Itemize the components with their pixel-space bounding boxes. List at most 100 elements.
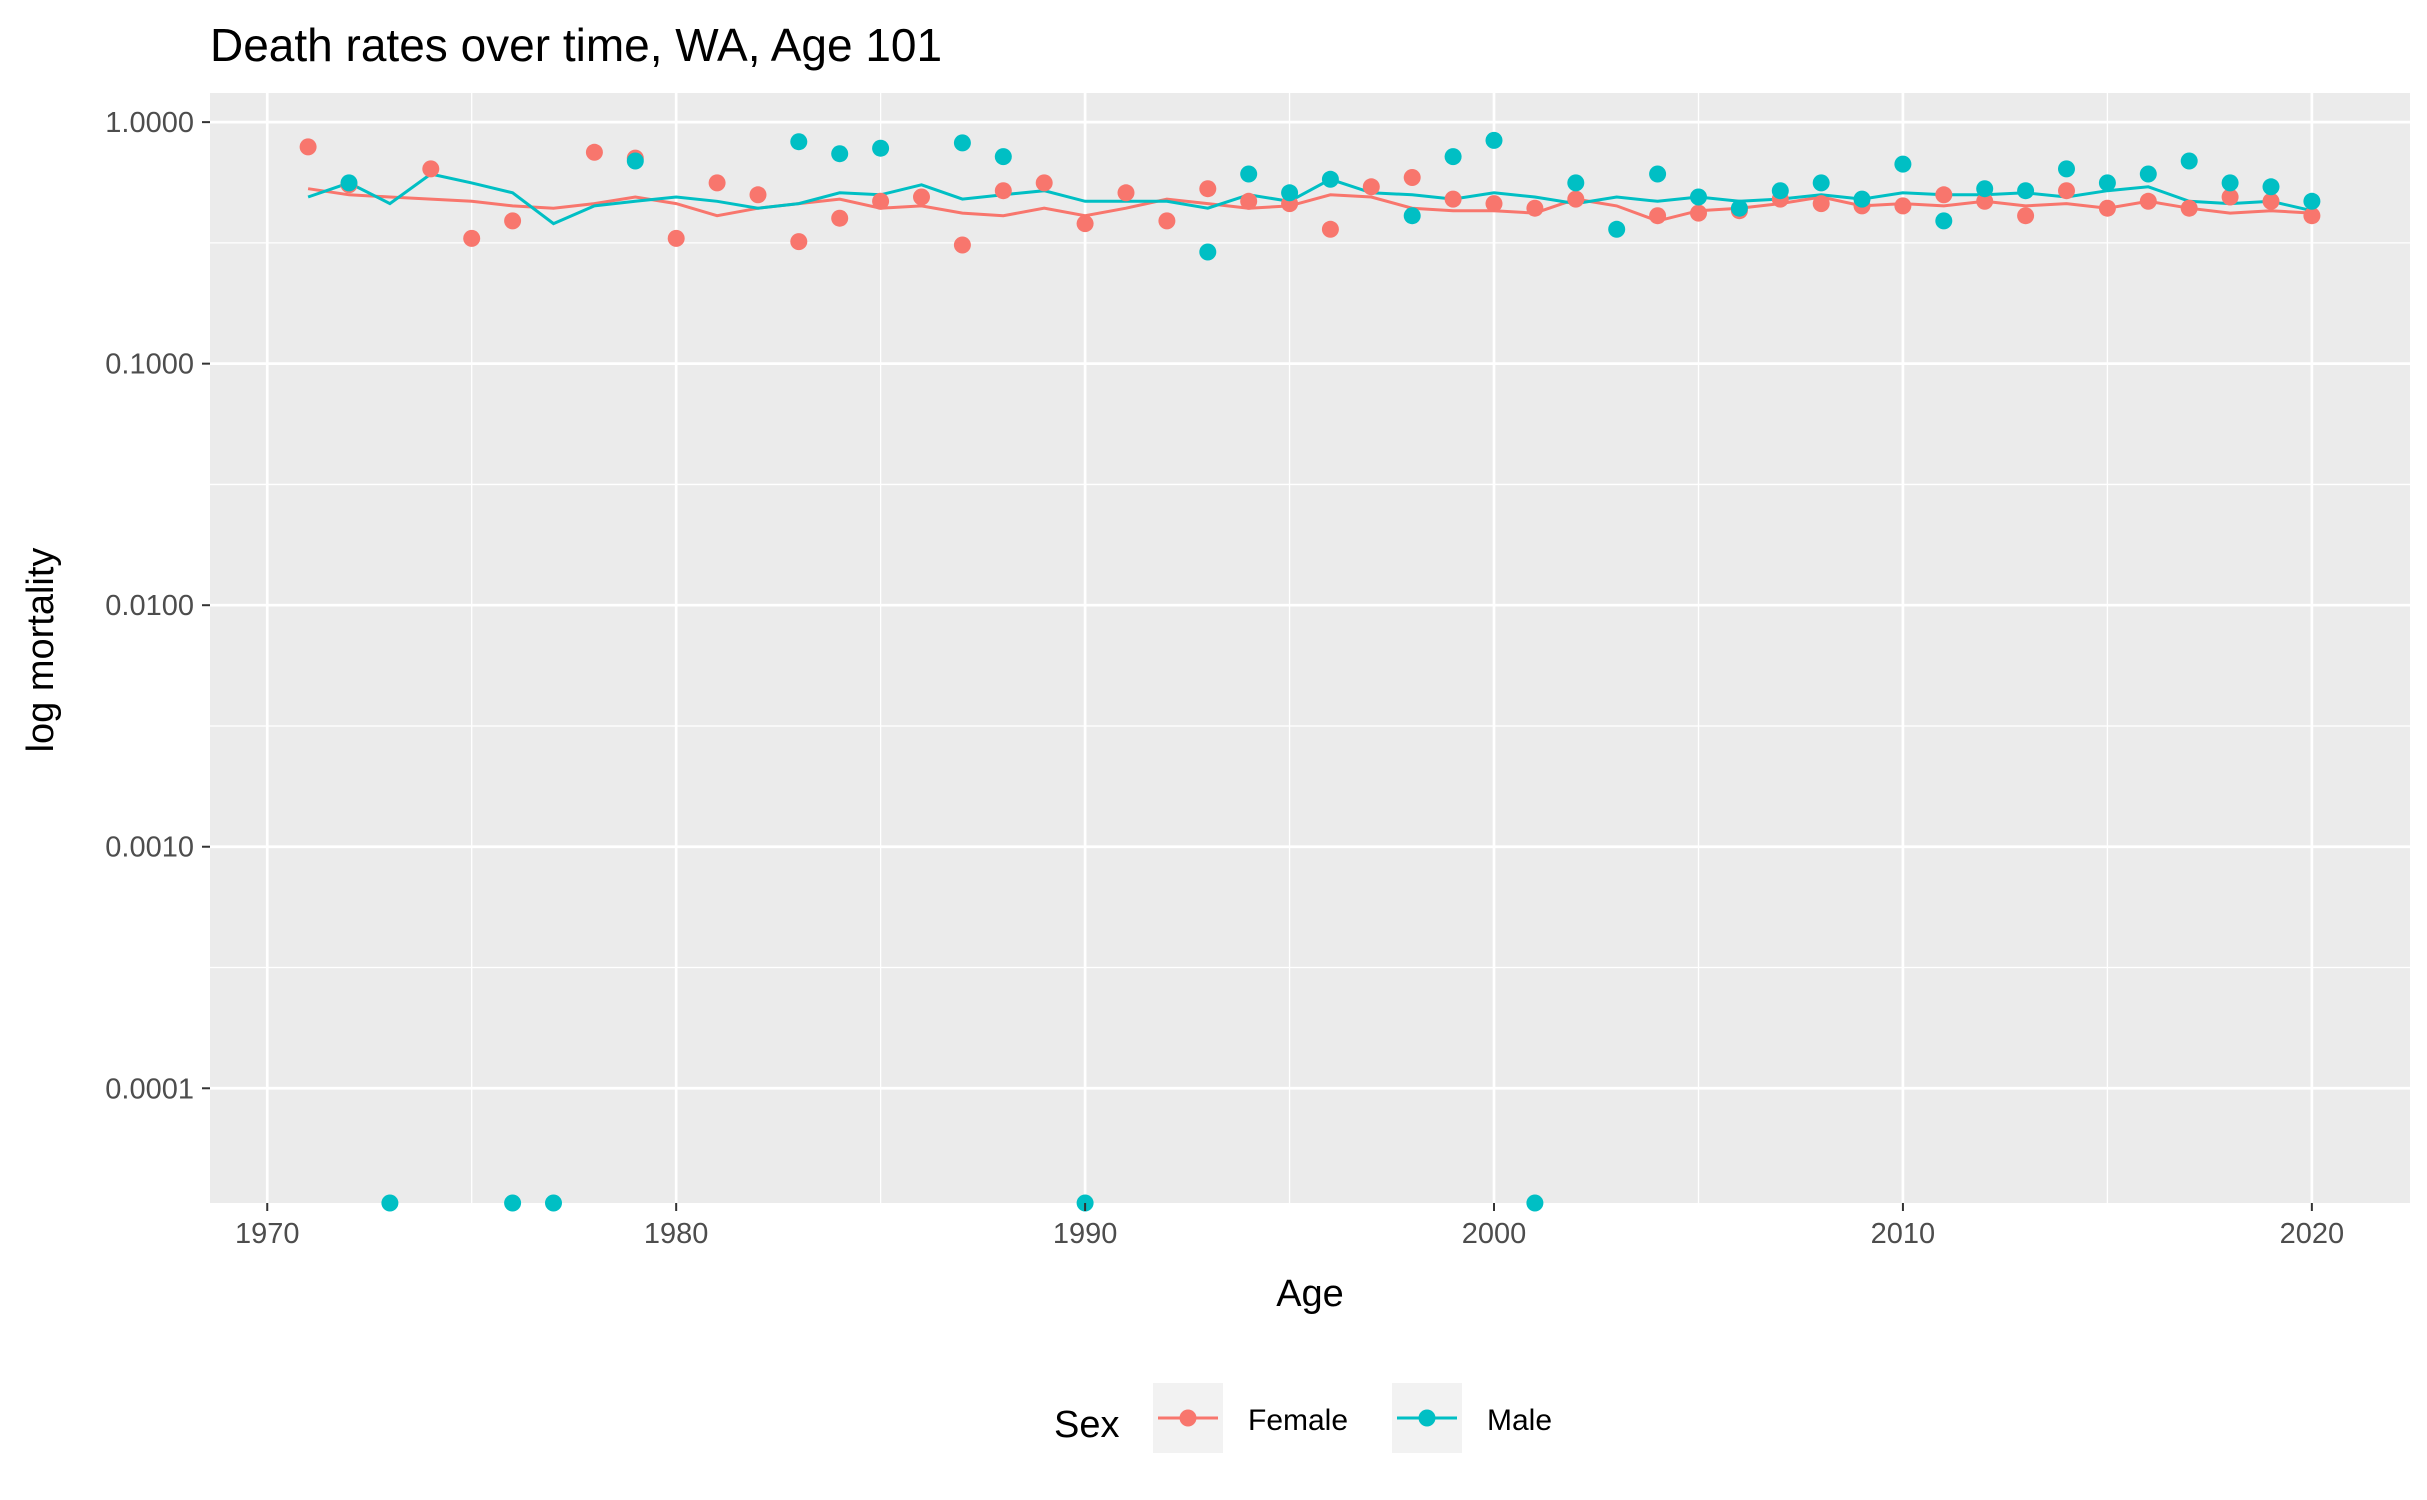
point-female (1567, 190, 1585, 208)
point-female (2017, 207, 2035, 225)
point-female (2221, 188, 2239, 206)
point-male (2017, 182, 2035, 200)
y-tick-label: 0.1000 (105, 349, 194, 381)
point-female (585, 143, 603, 161)
point-male (504, 1194, 522, 1212)
point-male (381, 1194, 399, 1212)
chart-title: Death rates over time, WA, Age 101 (210, 19, 942, 71)
point-male (1444, 148, 1462, 166)
point-female (2058, 182, 2075, 200)
point-female (1158, 212, 1176, 230)
point-male (1771, 182, 1789, 200)
point-male (1649, 165, 1667, 183)
point-female (708, 174, 726, 192)
y-tick-label: 0.0010 (105, 832, 194, 864)
legend-dot-female (1179, 1409, 1197, 1427)
point-female (1485, 195, 1503, 213)
point-male (1485, 131, 1503, 149)
point-female (1403, 169, 1421, 186)
plot-panel (210, 93, 2410, 1212)
data-points (299, 131, 2321, 1212)
point-female (1117, 184, 1135, 202)
point-female (994, 182, 1012, 200)
point-male (2262, 178, 2280, 196)
point-male (872, 139, 890, 157)
point-female (1076, 215, 1094, 233)
point-male (1526, 1194, 1544, 1212)
point-male (790, 133, 808, 151)
point-male (1567, 174, 1585, 192)
point-male (2058, 160, 2075, 178)
panel-background (210, 93, 2410, 1203)
point-male (2221, 174, 2239, 192)
point-male (2139, 165, 2157, 183)
gridlines (210, 93, 2410, 1203)
x-tick-label: 1990 (1053, 1218, 1118, 1250)
point-male (1690, 188, 1707, 206)
point-male (2303, 192, 2321, 210)
point-male (340, 174, 358, 192)
point-female (1526, 199, 1544, 217)
y-axis: 0.0001 0.0010 0.0100 0.1000 1.0000 (105, 107, 210, 1105)
point-male (1812, 174, 1830, 192)
y-tick-label: 0.0100 (105, 590, 194, 622)
point-male (994, 148, 1012, 166)
point-female (1690, 204, 1707, 222)
x-tick-label: 1970 (235, 1218, 300, 1250)
point-male (1199, 243, 1217, 261)
point-male (953, 134, 971, 152)
point-male (1403, 207, 1421, 225)
point-female (2303, 207, 2321, 225)
point-female (2098, 199, 2116, 217)
point-male (626, 152, 644, 170)
x-tick-label: 2000 (1462, 1218, 1527, 1250)
point-male (1321, 170, 1339, 188)
point-male (1240, 165, 1258, 183)
point-male (1608, 220, 1626, 238)
point-female (831, 209, 849, 227)
point-female (504, 212, 522, 230)
legend-title: Sex (1054, 1404, 1119, 1446)
point-female (790, 233, 808, 251)
y-axis-title: log mortality (20, 548, 62, 753)
legend-label-male: Male (1487, 1404, 1552, 1437)
point-male (1935, 212, 1953, 230)
point-female (2180, 199, 2198, 217)
point-female (1935, 186, 1953, 204)
point-female (2262, 192, 2280, 210)
point-male (1976, 180, 1994, 198)
point-female (463, 229, 481, 247)
x-axis-title: Age (1276, 1273, 1344, 1315)
point-female (1321, 220, 1339, 238)
point-female (299, 138, 317, 156)
point-female (749, 186, 767, 204)
point-male (1281, 184, 1299, 202)
point-male (545, 1194, 562, 1212)
point-female (913, 188, 930, 206)
point-female (1894, 197, 1912, 215)
point-female (1649, 207, 1667, 225)
x-tick-label: 1980 (644, 1218, 709, 1250)
legend-label-female: Female (1248, 1404, 1348, 1437)
point-female (1444, 190, 1462, 208)
point-female (2139, 192, 2157, 210)
point-male (1894, 155, 1912, 173)
point-male (1853, 190, 1871, 208)
point-female (1240, 192, 1258, 210)
point-female (667, 229, 685, 247)
point-female (872, 192, 890, 210)
x-tick-label: 2020 (2280, 1218, 2345, 1250)
x-tick-label: 2010 (1871, 1218, 1936, 1250)
legend-dot-male (1418, 1409, 1436, 1427)
legend: Sex Female Male (1054, 1383, 1552, 1453)
y-tick-label: 1.0000 (105, 107, 194, 139)
point-female (953, 236, 971, 254)
y-tick-label: 0.0001 (105, 1073, 194, 1105)
trend-line-male (307, 172, 2313, 226)
point-female (1362, 178, 1380, 196)
point-female (1812, 195, 1830, 213)
point-male (2098, 174, 2116, 192)
point-female (1199, 180, 1217, 198)
point-female (1976, 192, 1994, 210)
